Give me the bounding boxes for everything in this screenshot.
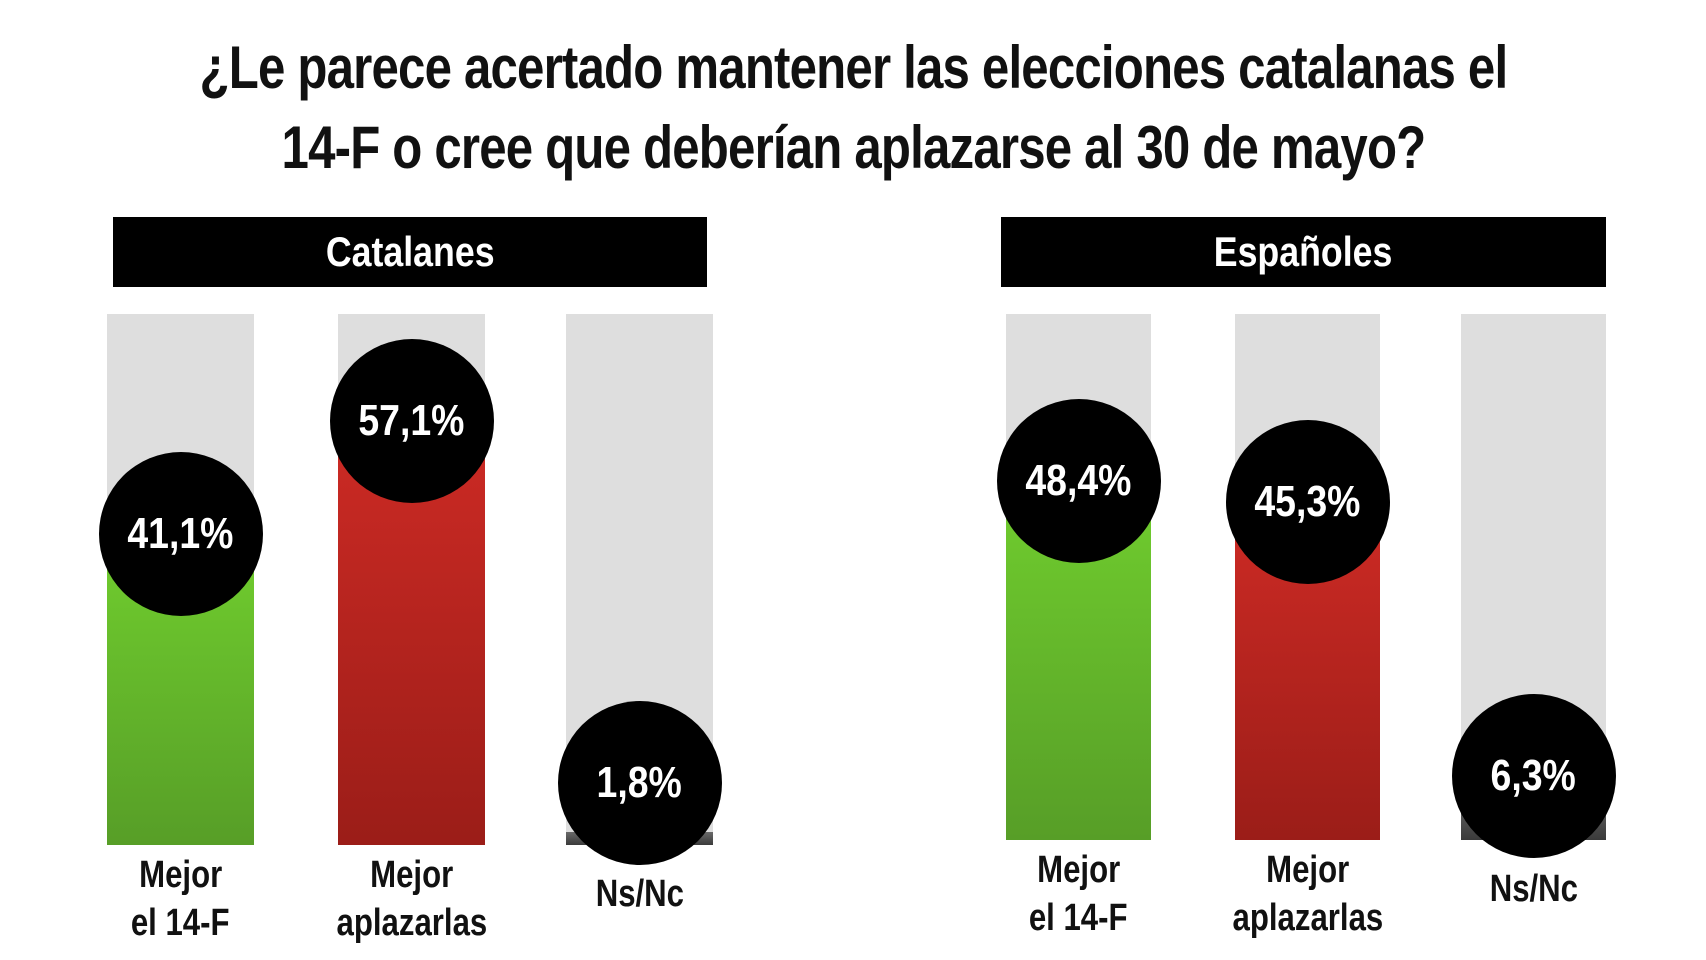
value-label: 6,3%	[1451, 693, 1616, 858]
value-label: 41,1%	[98, 452, 263, 616]
panel-header-1: Españoles	[1001, 217, 1606, 287]
category-label: Mejor el 14-F	[131, 854, 230, 944]
category-label: Mejor aplazarlas	[1232, 849, 1383, 939]
panel-header-0: Catalanes	[113, 217, 707, 287]
value-label: 57,1%	[329, 338, 494, 503]
chart-title-line-2: 14-F o cree que deberían aplazarse al 30…	[281, 114, 1426, 181]
bar-track	[1006, 314, 1151, 840]
value-label: 48,4%	[996, 398, 1161, 563]
category-label: Ns/Nc	[1489, 868, 1578, 910]
category-label: Ns/Nc	[595, 873, 684, 915]
value-label: 45,3%	[1225, 420, 1390, 585]
chart-title-line-1: ¿Le parece acertado mantener las eleccio…	[199, 34, 1508, 101]
bar-red	[338, 440, 485, 845]
category-label: Mejor aplazarlas	[336, 854, 487, 944]
value-label: 1,8%	[557, 701, 722, 865]
category-label: Mejor el 14-F	[1029, 849, 1128, 939]
